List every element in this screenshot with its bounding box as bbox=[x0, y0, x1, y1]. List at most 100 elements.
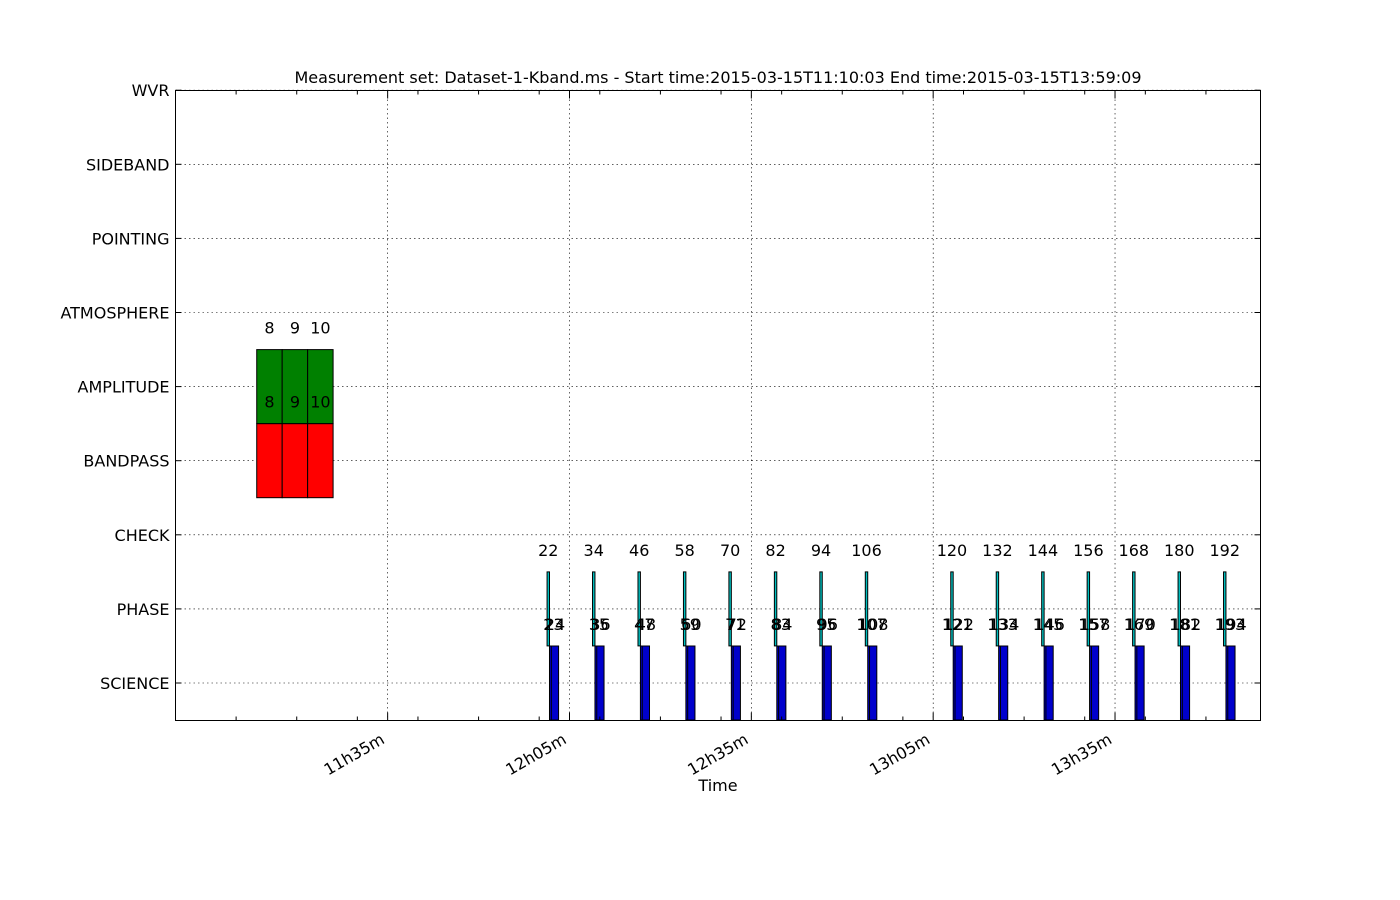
y-tick-label: ATMOSPHERE bbox=[60, 304, 169, 323]
scan-bar-science bbox=[823, 645, 832, 721]
scan-label: 193 bbox=[1215, 615, 1246, 634]
scan-bar-phase bbox=[592, 571, 596, 647]
scan-label: 60 bbox=[681, 615, 701, 634]
scan-label: 133 bbox=[987, 615, 1018, 634]
scan-bar-amplitude bbox=[307, 349, 334, 425]
scan-label: 168 bbox=[1119, 541, 1150, 560]
scan-bar-science bbox=[1045, 645, 1054, 721]
scan-labels: 8 9 108 9 1022232434353646474858596070717282… bbox=[264, 319, 1246, 634]
scan-label: 156 bbox=[1073, 541, 1104, 560]
scan-label: 71 bbox=[725, 615, 745, 634]
x-axis-tick-labels: 11h35m 12h05m 12h35m 13h05m 13h35m bbox=[321, 730, 1115, 780]
scan-label: 59 bbox=[680, 615, 700, 634]
scan-label: 24 bbox=[545, 615, 565, 634]
scan-bar-phase bbox=[819, 571, 823, 647]
scan-label: 181 bbox=[1169, 615, 1200, 634]
y-tick-label: AMPLITUDE bbox=[78, 378, 170, 397]
y-tick-label: SCIENCE bbox=[100, 674, 169, 693]
scan-label: 145 bbox=[1033, 615, 1064, 634]
scan-label: 23 bbox=[543, 615, 563, 634]
scan-label: 95 bbox=[816, 615, 836, 634]
scan-label: 96 bbox=[818, 615, 838, 634]
scan-label: 8 bbox=[264, 393, 274, 412]
scan-label: 182 bbox=[1171, 615, 1202, 634]
scan-bar-phase bbox=[1041, 571, 1045, 647]
scan-label: 36 bbox=[590, 615, 610, 634]
plot-area-frame bbox=[175, 90, 1261, 721]
y-tick-label: CHECK bbox=[115, 526, 170, 545]
scan-bar-science bbox=[1227, 645, 1236, 721]
y-axis-tick-labels: SCIENCE PHASE CHECK BANDPASS AMPLITUDE ATMOSP… bbox=[60, 81, 170, 693]
scan-bar-science bbox=[1136, 645, 1145, 721]
scan-label: 106 bbox=[851, 541, 882, 560]
scan-bar-phase bbox=[773, 571, 778, 647]
x-tick-label: 11h35m bbox=[321, 730, 388, 780]
scan-label: 108 bbox=[858, 615, 889, 634]
y-tick-label: PHASE bbox=[117, 600, 170, 619]
scan-label: 122 bbox=[943, 615, 974, 634]
axis-ticks bbox=[175, 89, 1261, 721]
scan-bar-science bbox=[596, 645, 605, 721]
scan-bar-science bbox=[1181, 645, 1191, 721]
y-tick-label: POINTING bbox=[92, 229, 170, 248]
y-tick-label: SIDEBAND bbox=[86, 155, 170, 174]
scan-bar-science bbox=[550, 645, 560, 721]
scan-label: 121 bbox=[942, 615, 973, 634]
x-tick-label: 12h35m bbox=[684, 730, 751, 780]
x-axis-label: Time bbox=[697, 776, 737, 795]
scan-label: 8 bbox=[264, 319, 274, 338]
scan-label: 82 bbox=[765, 541, 785, 560]
x-tick-label: 13h05m bbox=[866, 730, 933, 780]
scan-bar-phase bbox=[1223, 571, 1227, 647]
scan-label: 194 bbox=[1216, 615, 1247, 634]
scan-bar-phase bbox=[546, 571, 550, 647]
scan-label: 169 bbox=[1124, 615, 1155, 634]
scan-bar-bandpass bbox=[281, 423, 309, 499]
scan-label: 132 bbox=[982, 541, 1013, 560]
scan-label: 158 bbox=[1080, 615, 1111, 634]
scan-bar-science bbox=[732, 645, 741, 721]
scan-label: 144 bbox=[1028, 541, 1059, 560]
scan-bar-science bbox=[999, 645, 1009, 721]
scan-bar-bandpass bbox=[256, 423, 283, 499]
scan-label: 146 bbox=[1034, 615, 1065, 634]
scan-label: 10 bbox=[310, 319, 330, 338]
scan-label: 70 bbox=[720, 541, 740, 560]
scan-label: 192 bbox=[1209, 541, 1240, 560]
scan-label: 10 bbox=[310, 393, 330, 412]
scan-label: 107 bbox=[856, 615, 887, 634]
grid-lines bbox=[175, 89, 1261, 721]
scan-label: 170 bbox=[1125, 615, 1156, 634]
intent-bars bbox=[256, 349, 1236, 721]
scan-bar-science bbox=[687, 645, 696, 721]
x-tick-label: 12h05m bbox=[502, 730, 569, 780]
scan-label: 72 bbox=[727, 615, 747, 634]
scan-bar-science bbox=[641, 645, 651, 721]
scan-label: 134 bbox=[989, 615, 1020, 634]
scan-label: 9 bbox=[290, 393, 300, 412]
scan-bar-amplitude bbox=[256, 349, 283, 425]
scan-bar-phase bbox=[728, 571, 732, 647]
scan-bar-phase bbox=[864, 571, 869, 647]
scan-label: 35 bbox=[589, 615, 609, 634]
scan-label: 46 bbox=[629, 541, 649, 560]
scan-label: 84 bbox=[772, 615, 792, 634]
scan-bar-phase bbox=[995, 571, 1000, 647]
scan-bar-phase bbox=[682, 571, 687, 647]
scan-label: 157 bbox=[1078, 615, 1109, 634]
scan-label: 48 bbox=[636, 615, 656, 634]
scan-label: 180 bbox=[1164, 541, 1195, 560]
x-tick-label: 13h35m bbox=[1048, 730, 1115, 780]
scan-bar-phase bbox=[1177, 571, 1181, 647]
scan-label: 58 bbox=[674, 541, 694, 560]
scan-bar-phase bbox=[1086, 571, 1091, 647]
y-tick-label: BANDPASS bbox=[83, 452, 169, 471]
scan-label: 120 bbox=[937, 541, 968, 560]
scan-label: 47 bbox=[634, 615, 654, 634]
scan-label: 94 bbox=[811, 541, 831, 560]
scan-label: 22 bbox=[538, 541, 558, 560]
chart-title: Measurement set: Dataset-1-Kband.ms - St… bbox=[294, 68, 1141, 87]
scan-label: 83 bbox=[771, 615, 791, 634]
scan-bar-phase bbox=[637, 571, 641, 647]
